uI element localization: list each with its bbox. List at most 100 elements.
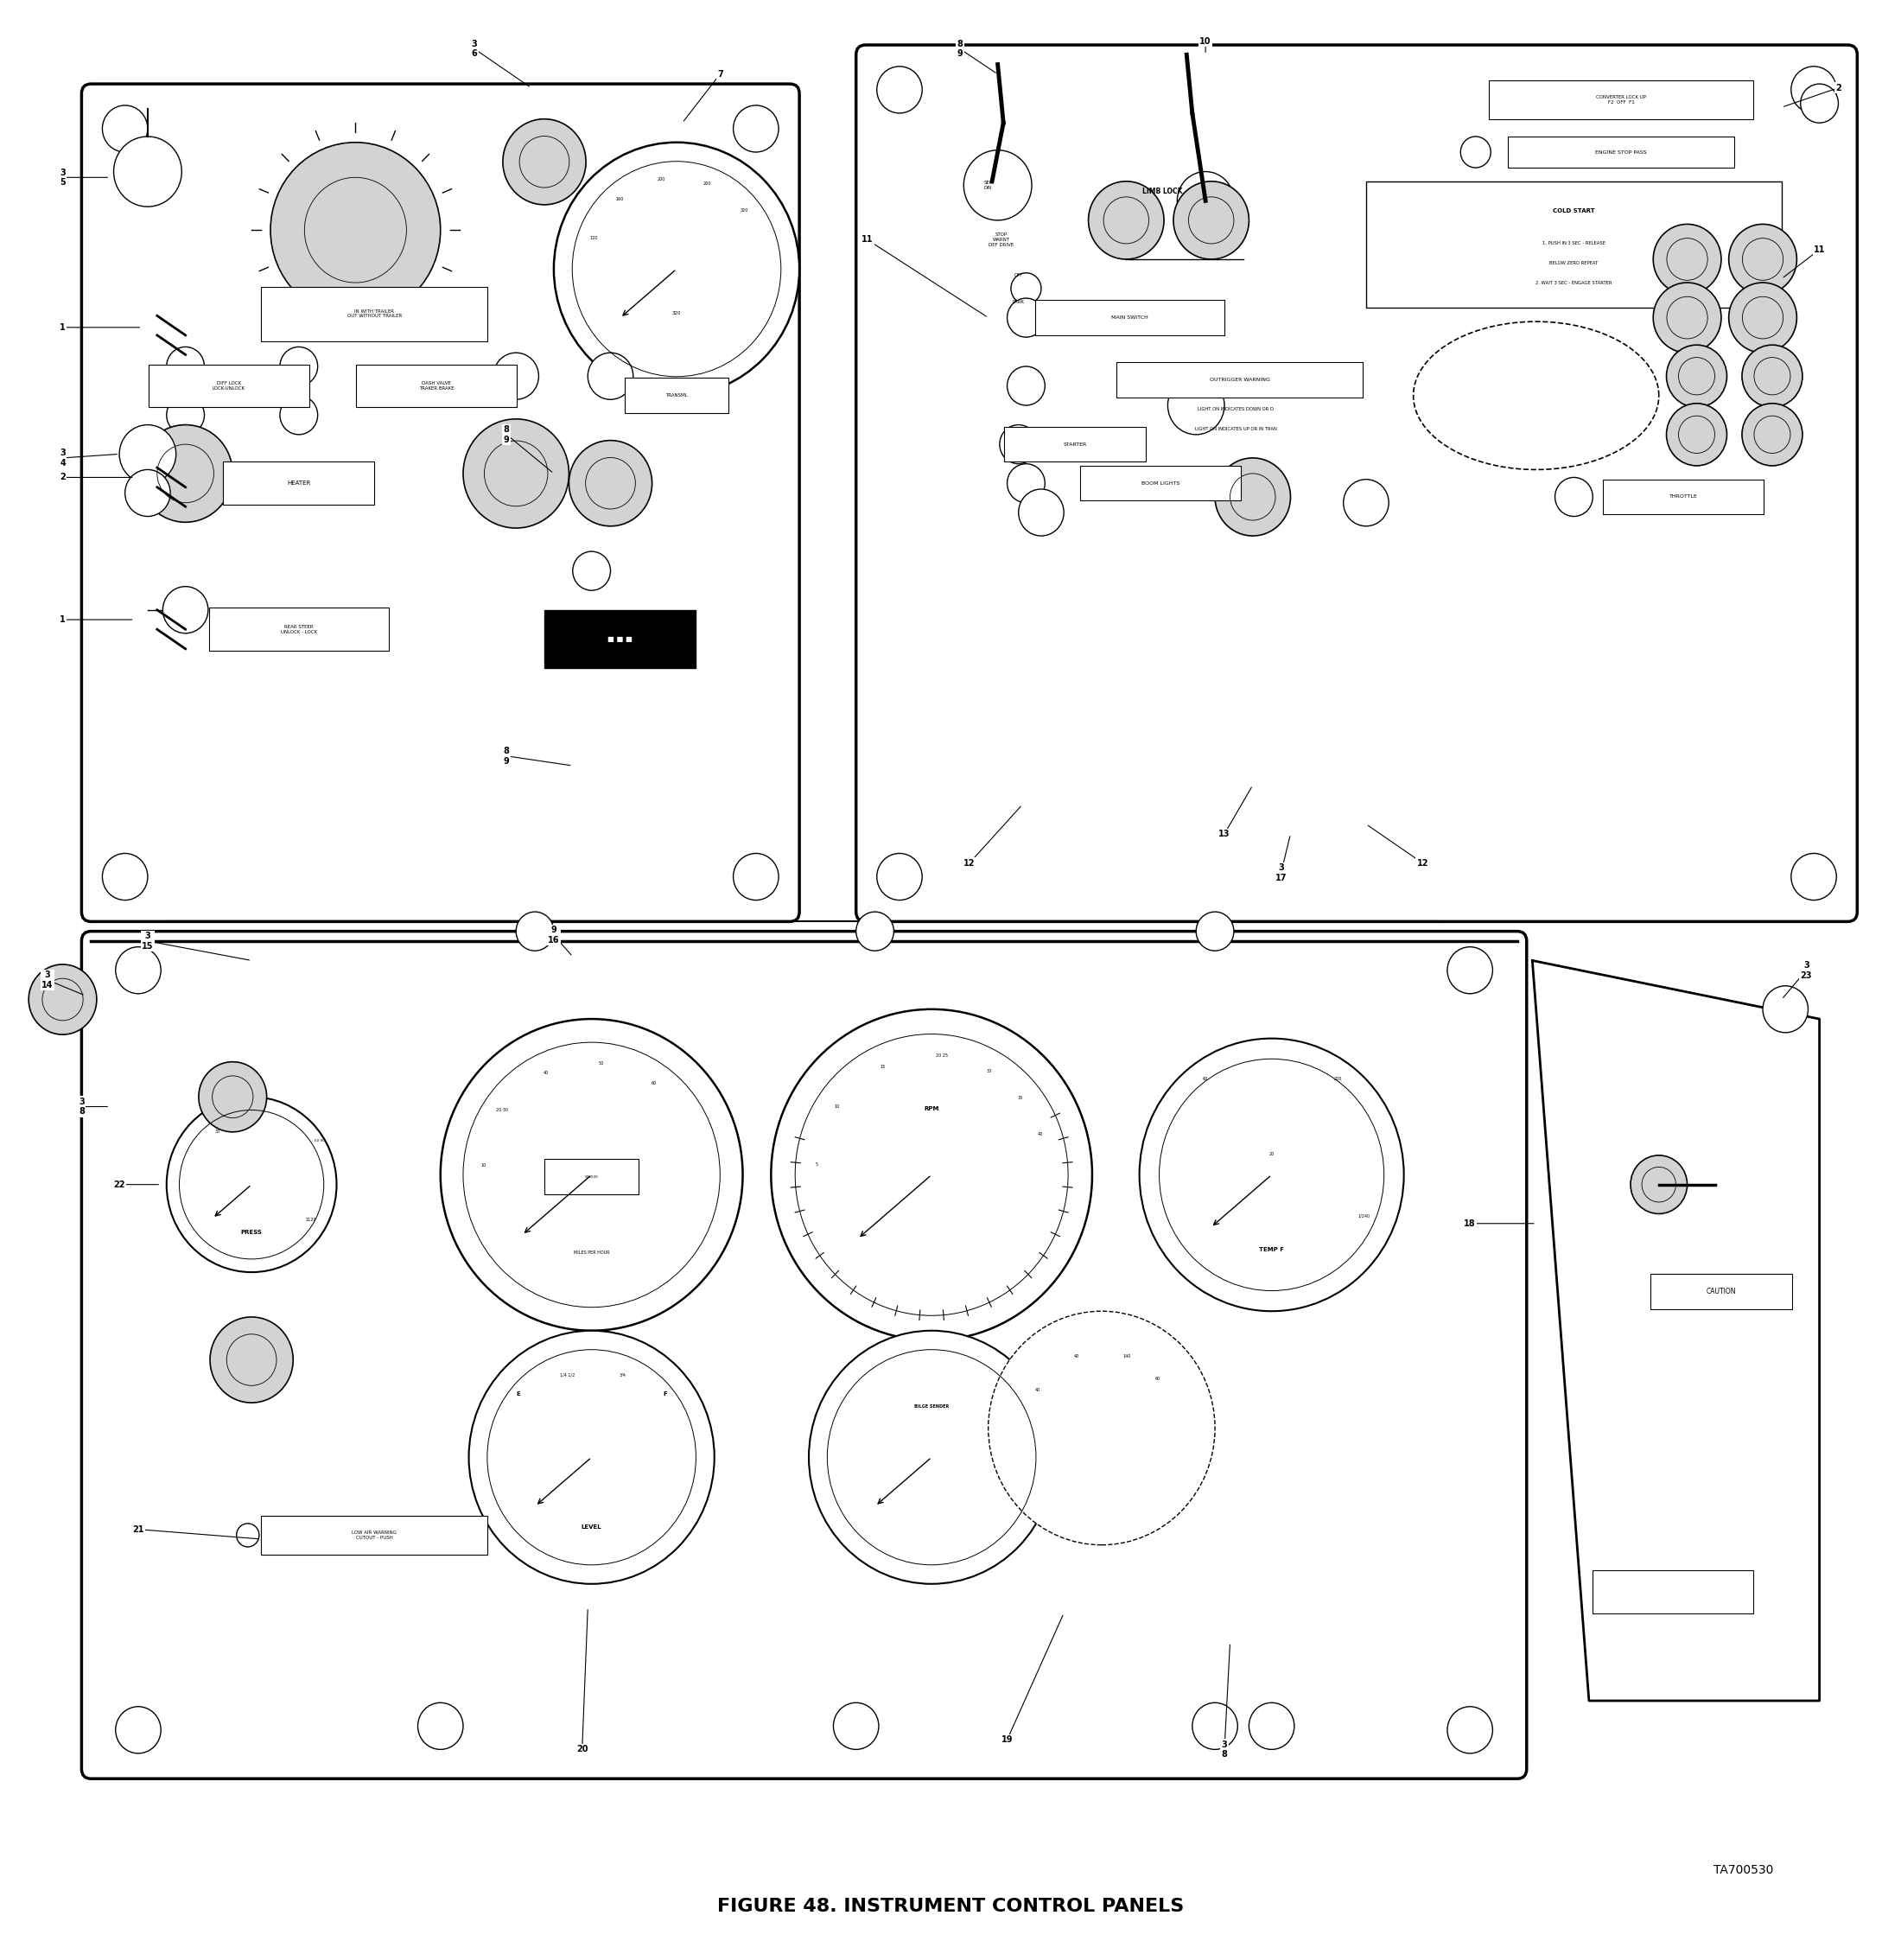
Bar (260, 286, 489, 341)
Text: 1/240: 1/240 (1357, 1213, 1371, 1217)
Text: 21: 21 (133, 1525, 144, 1533)
Text: 9
16: 9 16 (547, 925, 559, 945)
Circle shape (1192, 1703, 1238, 1750)
Text: 000000: 000000 (586, 1174, 599, 1178)
Text: 160: 160 (616, 198, 624, 202)
Bar (260, 1515, 489, 1554)
Text: DASH VALVE
TRAKER BRAKE: DASH VALVE TRAKER BRAKE (418, 380, 454, 390)
Text: STARTER: STARTER (1063, 443, 1087, 447)
Circle shape (587, 353, 633, 400)
Circle shape (116, 1707, 162, 1754)
Text: E: E (515, 1392, 521, 1397)
Text: 260: 260 (703, 180, 711, 186)
Bar (1116, 363, 1363, 398)
Circle shape (1791, 853, 1836, 900)
Text: 3
5: 3 5 (59, 169, 67, 186)
Circle shape (964, 151, 1032, 220)
Circle shape (1667, 404, 1726, 466)
Text: 22: 22 (114, 1180, 125, 1190)
Bar (544, 1158, 639, 1194)
Text: 10: 10 (481, 1162, 487, 1168)
FancyBboxPatch shape (82, 84, 800, 921)
Circle shape (1728, 223, 1796, 294)
Text: SEC
DRI: SEC DRI (983, 180, 992, 190)
Text: 3
8: 3 8 (78, 1098, 84, 1115)
Bar (1507, 137, 1734, 169)
Text: 11: 11 (1814, 245, 1825, 255)
Circle shape (494, 353, 538, 400)
Text: 18: 18 (1464, 1219, 1475, 1227)
Text: 1120: 1120 (306, 1217, 316, 1221)
Text: 7: 7 (717, 71, 722, 78)
Circle shape (1008, 298, 1046, 337)
Text: OUTRIGGER WARNING: OUTRIGGER WARNING (1209, 378, 1270, 382)
Text: 1: 1 (59, 323, 67, 331)
Circle shape (1654, 223, 1720, 294)
Circle shape (1447, 947, 1492, 994)
Circle shape (876, 853, 922, 900)
Text: 60: 60 (1203, 1078, 1209, 1082)
Text: 1. PUSH IN 3 SEC - RELEASE: 1. PUSH IN 3 SEC - RELEASE (1542, 241, 1606, 245)
Circle shape (1196, 911, 1234, 951)
Text: 3/4: 3/4 (620, 1372, 625, 1378)
Circle shape (1728, 282, 1796, 353)
Circle shape (297, 1523, 319, 1546)
Circle shape (1582, 92, 1604, 116)
Text: 8
9: 8 9 (504, 747, 509, 764)
Text: 60: 60 (1156, 1378, 1162, 1382)
Bar (544, 610, 696, 668)
Text: 12: 12 (964, 858, 975, 868)
Circle shape (1177, 172, 1234, 229)
Circle shape (734, 853, 779, 900)
Circle shape (1089, 182, 1163, 259)
Bar (355, 365, 517, 408)
Circle shape (1008, 367, 1046, 406)
Circle shape (1631, 1154, 1688, 1213)
Text: FIGURE 48. INSTRUMENT CONTROL PANELS: FIGURE 48. INSTRUMENT CONTROL PANELS (717, 1897, 1184, 1915)
Text: 40: 40 (544, 1070, 547, 1076)
Text: 40: 40 (1074, 1354, 1080, 1358)
Text: 3
17: 3 17 (1276, 864, 1287, 882)
Circle shape (772, 1009, 1093, 1341)
Text: 2: 2 (59, 472, 67, 482)
Circle shape (125, 470, 171, 515)
Text: 320: 320 (673, 312, 681, 316)
Text: CAUTION: CAUTION (1707, 1288, 1736, 1296)
FancyBboxPatch shape (855, 45, 1857, 921)
Text: 10: 10 (1200, 37, 1211, 45)
Circle shape (167, 1098, 336, 1272)
Text: LEVEL: LEVEL (582, 1525, 603, 1529)
Text: DIFF LOCK
LOCK-UNLOCK: DIFF LOCK LOCK-UNLOCK (213, 380, 245, 390)
Circle shape (1173, 182, 1249, 259)
Circle shape (167, 347, 203, 386)
Text: ENGINE STOP PASS: ENGINE STOP PASS (1595, 151, 1646, 155)
Circle shape (502, 120, 586, 204)
Circle shape (441, 1019, 743, 1331)
Text: MILES PER HOUR: MILES PER HOUR (574, 1250, 610, 1254)
Text: 11: 11 (861, 235, 873, 245)
Circle shape (855, 911, 893, 951)
Bar (1603, 480, 1764, 514)
Circle shape (1667, 345, 1726, 408)
Text: F: F (663, 1392, 667, 1397)
Text: LIGHT ON INDICATES DOWN OR D: LIGHT ON INDICATES DOWN OR D (1198, 408, 1274, 412)
Text: PARK: PARK (1013, 300, 1025, 304)
Circle shape (553, 143, 800, 396)
Bar (1488, 80, 1753, 120)
Text: 60 90: 60 90 (314, 1139, 325, 1143)
Text: OFF: OFF (1013, 272, 1023, 276)
Text: 3
14: 3 14 (42, 970, 53, 990)
Circle shape (279, 396, 317, 435)
Text: 3
4: 3 4 (59, 449, 67, 466)
Text: 20: 20 (576, 1744, 587, 1754)
Circle shape (268, 1523, 291, 1546)
Text: 8
9: 8 9 (504, 425, 509, 443)
Polygon shape (1532, 960, 1819, 1701)
Text: 35: 35 (1017, 1096, 1023, 1100)
Circle shape (163, 586, 207, 633)
Circle shape (270, 143, 441, 318)
Circle shape (1741, 345, 1802, 408)
Text: 5: 5 (816, 1162, 817, 1166)
Circle shape (236, 1523, 259, 1546)
Circle shape (1167, 376, 1224, 435)
